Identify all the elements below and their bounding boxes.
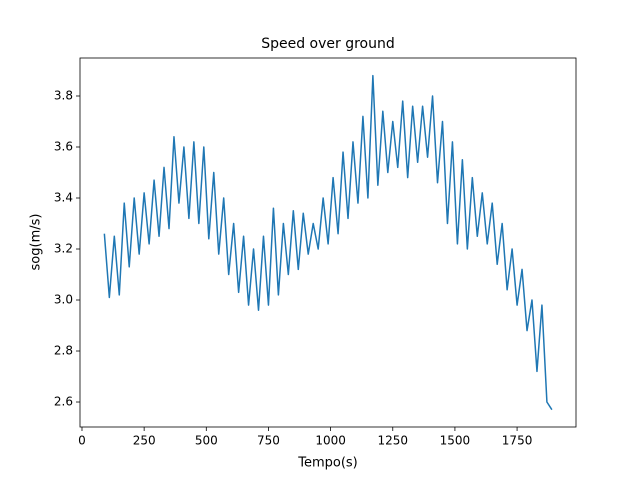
line bbox=[103, 74, 553, 411]
x-tick-label: 1750 bbox=[502, 434, 533, 448]
x-tick-label: 1500 bbox=[440, 434, 471, 448]
x-tick-label: 1250 bbox=[377, 434, 408, 448]
x-axis-label: Tempo(s) bbox=[297, 456, 358, 471]
x-tick-label: 1000 bbox=[315, 434, 346, 448]
y-tick-label: 2.6 bbox=[54, 395, 73, 409]
x-tick-label: 750 bbox=[257, 434, 280, 448]
y-tick-label: 3.4 bbox=[54, 191, 73, 205]
x-tick-label: 500 bbox=[195, 434, 218, 448]
y-tick-label: 2.8 bbox=[54, 344, 73, 358]
y-tick-label: 3.0 bbox=[54, 293, 73, 307]
x-tick-label: 0 bbox=[78, 434, 86, 448]
y-tick-label: 3.8 bbox=[54, 88, 73, 102]
plot-frame bbox=[79, 57, 577, 428]
y-axis-label: sog(m/s) bbox=[29, 214, 44, 271]
chart-title: Speed over ground bbox=[261, 36, 395, 52]
y-tick-label: 3.6 bbox=[54, 139, 73, 153]
y-tick-label: 3.2 bbox=[54, 242, 73, 256]
x-tick-label: 250 bbox=[133, 434, 156, 448]
